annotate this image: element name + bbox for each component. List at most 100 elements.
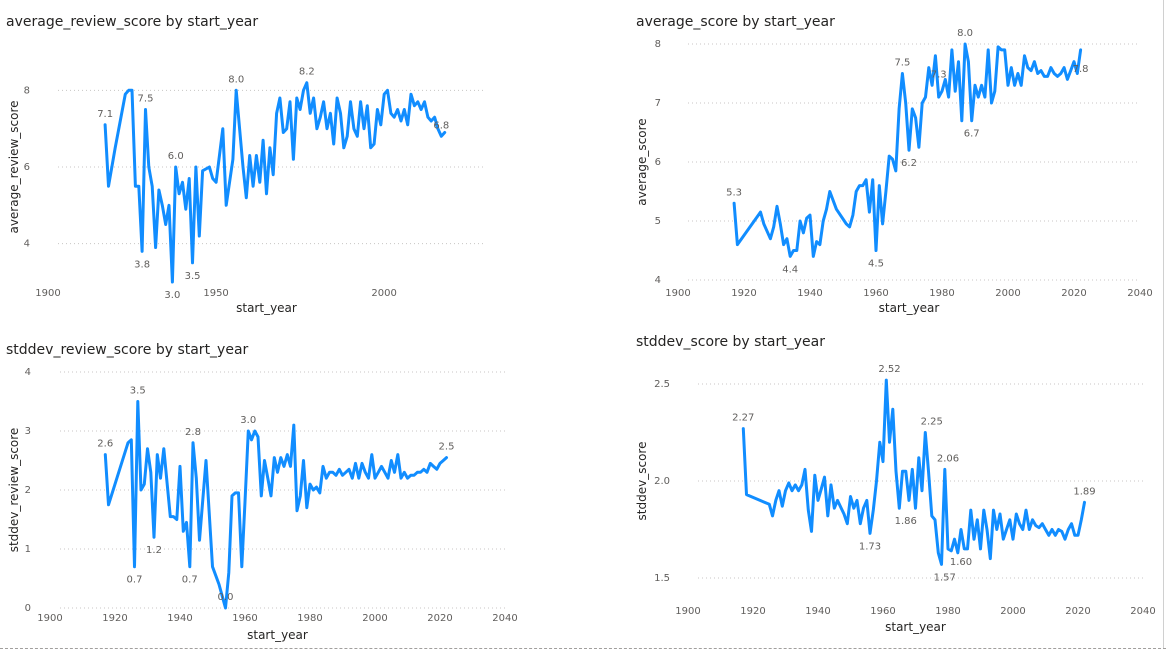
chart-title: stddev_score by start_year bbox=[636, 334, 825, 350]
x-tick-label: 1960 bbox=[863, 288, 888, 299]
chart-average-review-score[interactable]: average_review_score by start_year 4 6 8 19… bbox=[0, 0, 500, 325]
data-label: 2.25 bbox=[921, 417, 943, 428]
data-label: 3.5 bbox=[130, 386, 146, 397]
y-tick-label: 2.5 bbox=[654, 379, 670, 390]
page-bottom-border bbox=[0, 648, 1166, 649]
x-tick-label: 2000 bbox=[371, 288, 396, 299]
x-axis-title: start_year bbox=[879, 301, 940, 315]
data-label: 2.52 bbox=[878, 364, 900, 375]
x-tick-label: 1920 bbox=[102, 613, 127, 624]
x-axis-title: start_year bbox=[236, 301, 297, 315]
x-tick-label: 1960 bbox=[870, 606, 895, 617]
y-tick-label: 2 bbox=[25, 485, 31, 496]
x-tick-label: 1980 bbox=[935, 606, 960, 617]
x-tick-label: 2000 bbox=[362, 613, 387, 624]
data-label: 1.86 bbox=[895, 516, 917, 527]
y-tick-label: 8 bbox=[24, 85, 30, 96]
y-axis-title: average_score bbox=[635, 118, 649, 205]
data-label: 2.5 bbox=[439, 442, 455, 453]
y-tick-label: 4 bbox=[25, 367, 31, 378]
data-label: 4.4 bbox=[782, 264, 798, 275]
y-tick-label: 6 bbox=[24, 162, 30, 173]
stddev-review-score-plot[interactable]: 0 1 2 3 4 1900 1920 1940 1960 1980 2000 2020 2040 sta… bbox=[0, 328, 540, 648]
data-label: 7.1 bbox=[97, 109, 113, 120]
data-label: 1.73 bbox=[859, 541, 881, 552]
y-tick-label: 2.0 bbox=[654, 476, 670, 487]
data-label: 3.0 bbox=[240, 415, 256, 426]
y-tick-label: 5 bbox=[655, 216, 661, 227]
x-tick-label: 1920 bbox=[740, 606, 765, 617]
chart-title: average_review_score by start_year bbox=[6, 14, 259, 30]
data-label: 6.8 bbox=[433, 120, 449, 131]
average-score-plot[interactable]: 4 5 6 7 8 1900 1920 1940 1960 1980 2000 2020 2040 sta… bbox=[630, 0, 1160, 325]
x-tick-label: 2040 bbox=[1130, 606, 1155, 617]
x-tick-label: 1950 bbox=[203, 288, 228, 299]
data-label: 0.7 bbox=[182, 575, 198, 586]
x-tick-label: 2040 bbox=[1127, 288, 1152, 299]
x-tick-label: 2020 bbox=[1061, 288, 1086, 299]
y-axis-title: stddev_review_score bbox=[7, 428, 21, 553]
x-tick-label: 1900 bbox=[665, 288, 690, 299]
y-tick-label: 4 bbox=[655, 275, 661, 286]
series-line bbox=[103, 400, 448, 610]
series-line bbox=[732, 42, 1083, 258]
data-label: 6.0 bbox=[168, 151, 184, 162]
page-right-border bbox=[1163, 0, 1164, 648]
series-line bbox=[741, 378, 1086, 566]
y-axis-title: average_review_score bbox=[7, 100, 21, 233]
data-label: 1.89 bbox=[1073, 486, 1095, 497]
x-tick-label: 2040 bbox=[492, 613, 517, 624]
data-label: 1.60 bbox=[950, 557, 972, 568]
average-review-score-plot[interactable]: 4 6 8 1900 1950 2000 start_year average_review_… bbox=[0, 0, 500, 325]
data-label: 8.0 bbox=[957, 28, 973, 39]
y-tick-label: 0 bbox=[25, 603, 31, 614]
x-tick-label: 1980 bbox=[297, 613, 322, 624]
y-tick-label: 1.5 bbox=[654, 573, 670, 584]
data-label: 2.06 bbox=[937, 453, 959, 464]
chart-stddev-review-score[interactable]: stddev_review_score by start_year 0 1 2 3 4 1… bbox=[0, 328, 540, 648]
data-label: 7.8 bbox=[1073, 64, 1089, 75]
x-tick-label: 2000 bbox=[995, 288, 1020, 299]
x-tick-label: 1940 bbox=[167, 613, 192, 624]
y-tick-label: 7 bbox=[655, 98, 661, 109]
x-tick-label: 1960 bbox=[232, 613, 257, 624]
x-tick-label: 1900 bbox=[675, 606, 700, 617]
y-tick-label: 8 bbox=[655, 39, 661, 50]
data-label: 3.0 bbox=[164, 290, 180, 301]
data-label: 3.8 bbox=[134, 259, 150, 270]
y-tick-label: 1 bbox=[25, 544, 31, 555]
data-label: 1.2 bbox=[146, 545, 162, 556]
data-label: 8.2 bbox=[299, 67, 315, 78]
data-label: 2.6 bbox=[97, 439, 113, 450]
chart-title: average_score by start_year bbox=[636, 14, 835, 30]
x-tick-label: 1920 bbox=[731, 288, 756, 299]
x-tick-label: 1900 bbox=[35, 288, 60, 299]
y-tick-label: 4 bbox=[24, 239, 30, 250]
data-label: 8.0 bbox=[228, 74, 244, 85]
data-label: 2.27 bbox=[732, 413, 754, 424]
data-label: 2.8 bbox=[185, 427, 201, 438]
chart-stddev-score[interactable]: stddev_score by start_year 1.5 2.0 2.5 1900… bbox=[630, 320, 1160, 645]
x-tick-label: 1940 bbox=[805, 606, 830, 617]
y-axis-title: stddev_score bbox=[635, 442, 649, 521]
data-label: 7.3 bbox=[931, 69, 947, 80]
data-label: 7.5 bbox=[138, 94, 154, 105]
data-label: 3.5 bbox=[185, 271, 201, 282]
data-label: 5.3 bbox=[726, 187, 742, 198]
series-line bbox=[103, 81, 447, 284]
x-axis-title: start_year bbox=[247, 628, 308, 642]
x-tick-label: 1940 bbox=[797, 288, 822, 299]
x-tick-label: 2020 bbox=[1065, 606, 1090, 617]
chart-average-score[interactable]: average_score by start_year 4 5 6 7 8 1900 192… bbox=[630, 0, 1160, 325]
x-axis-title: start_year bbox=[885, 620, 946, 634]
data-label: 6.7 bbox=[964, 129, 980, 140]
data-label: 0.0 bbox=[218, 592, 234, 603]
stddev-score-plot[interactable]: 1.5 2.0 2.5 1900 1920 1940 1960 1980 2000 2020 204… bbox=[630, 320, 1160, 645]
y-tick-label: 6 bbox=[655, 157, 661, 168]
data-label: 6.2 bbox=[901, 158, 917, 169]
y-tick-label: 3 bbox=[25, 426, 31, 437]
x-tick-label: 2020 bbox=[427, 613, 452, 624]
data-label: 0.7 bbox=[127, 575, 143, 586]
x-tick-label: 1900 bbox=[37, 613, 62, 624]
data-label: 1.57 bbox=[934, 572, 956, 583]
